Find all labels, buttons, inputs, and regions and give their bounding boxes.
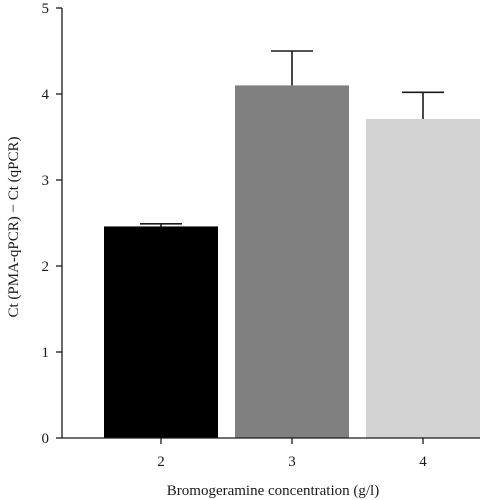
x-ticks: 2 3 4 bbox=[157, 438, 427, 470]
x-axis-title: Bromogeramine concentration (g/l) bbox=[167, 483, 379, 499]
y-axis-title: Ct (PMA-qPCR) − Ct (qPCR) bbox=[6, 136, 22, 317]
y-tick-label: 0 bbox=[42, 431, 50, 447]
x-tick-label: 2 bbox=[157, 454, 165, 470]
y-tick-label: 1 bbox=[42, 345, 50, 361]
bar-4 bbox=[366, 118, 480, 438]
error-bar-2 bbox=[140, 223, 182, 227]
bars-group bbox=[104, 85, 480, 439]
x-tick-label: 3 bbox=[288, 454, 296, 470]
x-tick-label: 4 bbox=[419, 454, 427, 470]
bar-2 bbox=[104, 226, 218, 438]
error-bar-3 bbox=[271, 50, 313, 86]
bar-3 bbox=[235, 85, 349, 439]
error-bars-group bbox=[140, 50, 444, 227]
y-tick-label: 5 bbox=[42, 1, 50, 17]
y-tick-label: 4 bbox=[42, 87, 50, 103]
error-bar-4 bbox=[402, 91, 444, 119]
y-tick-label: 2 bbox=[42, 259, 50, 275]
y-tick-label: 3 bbox=[42, 173, 50, 189]
y-ticks: 0 1 2 3 4 5 bbox=[42, 1, 62, 447]
